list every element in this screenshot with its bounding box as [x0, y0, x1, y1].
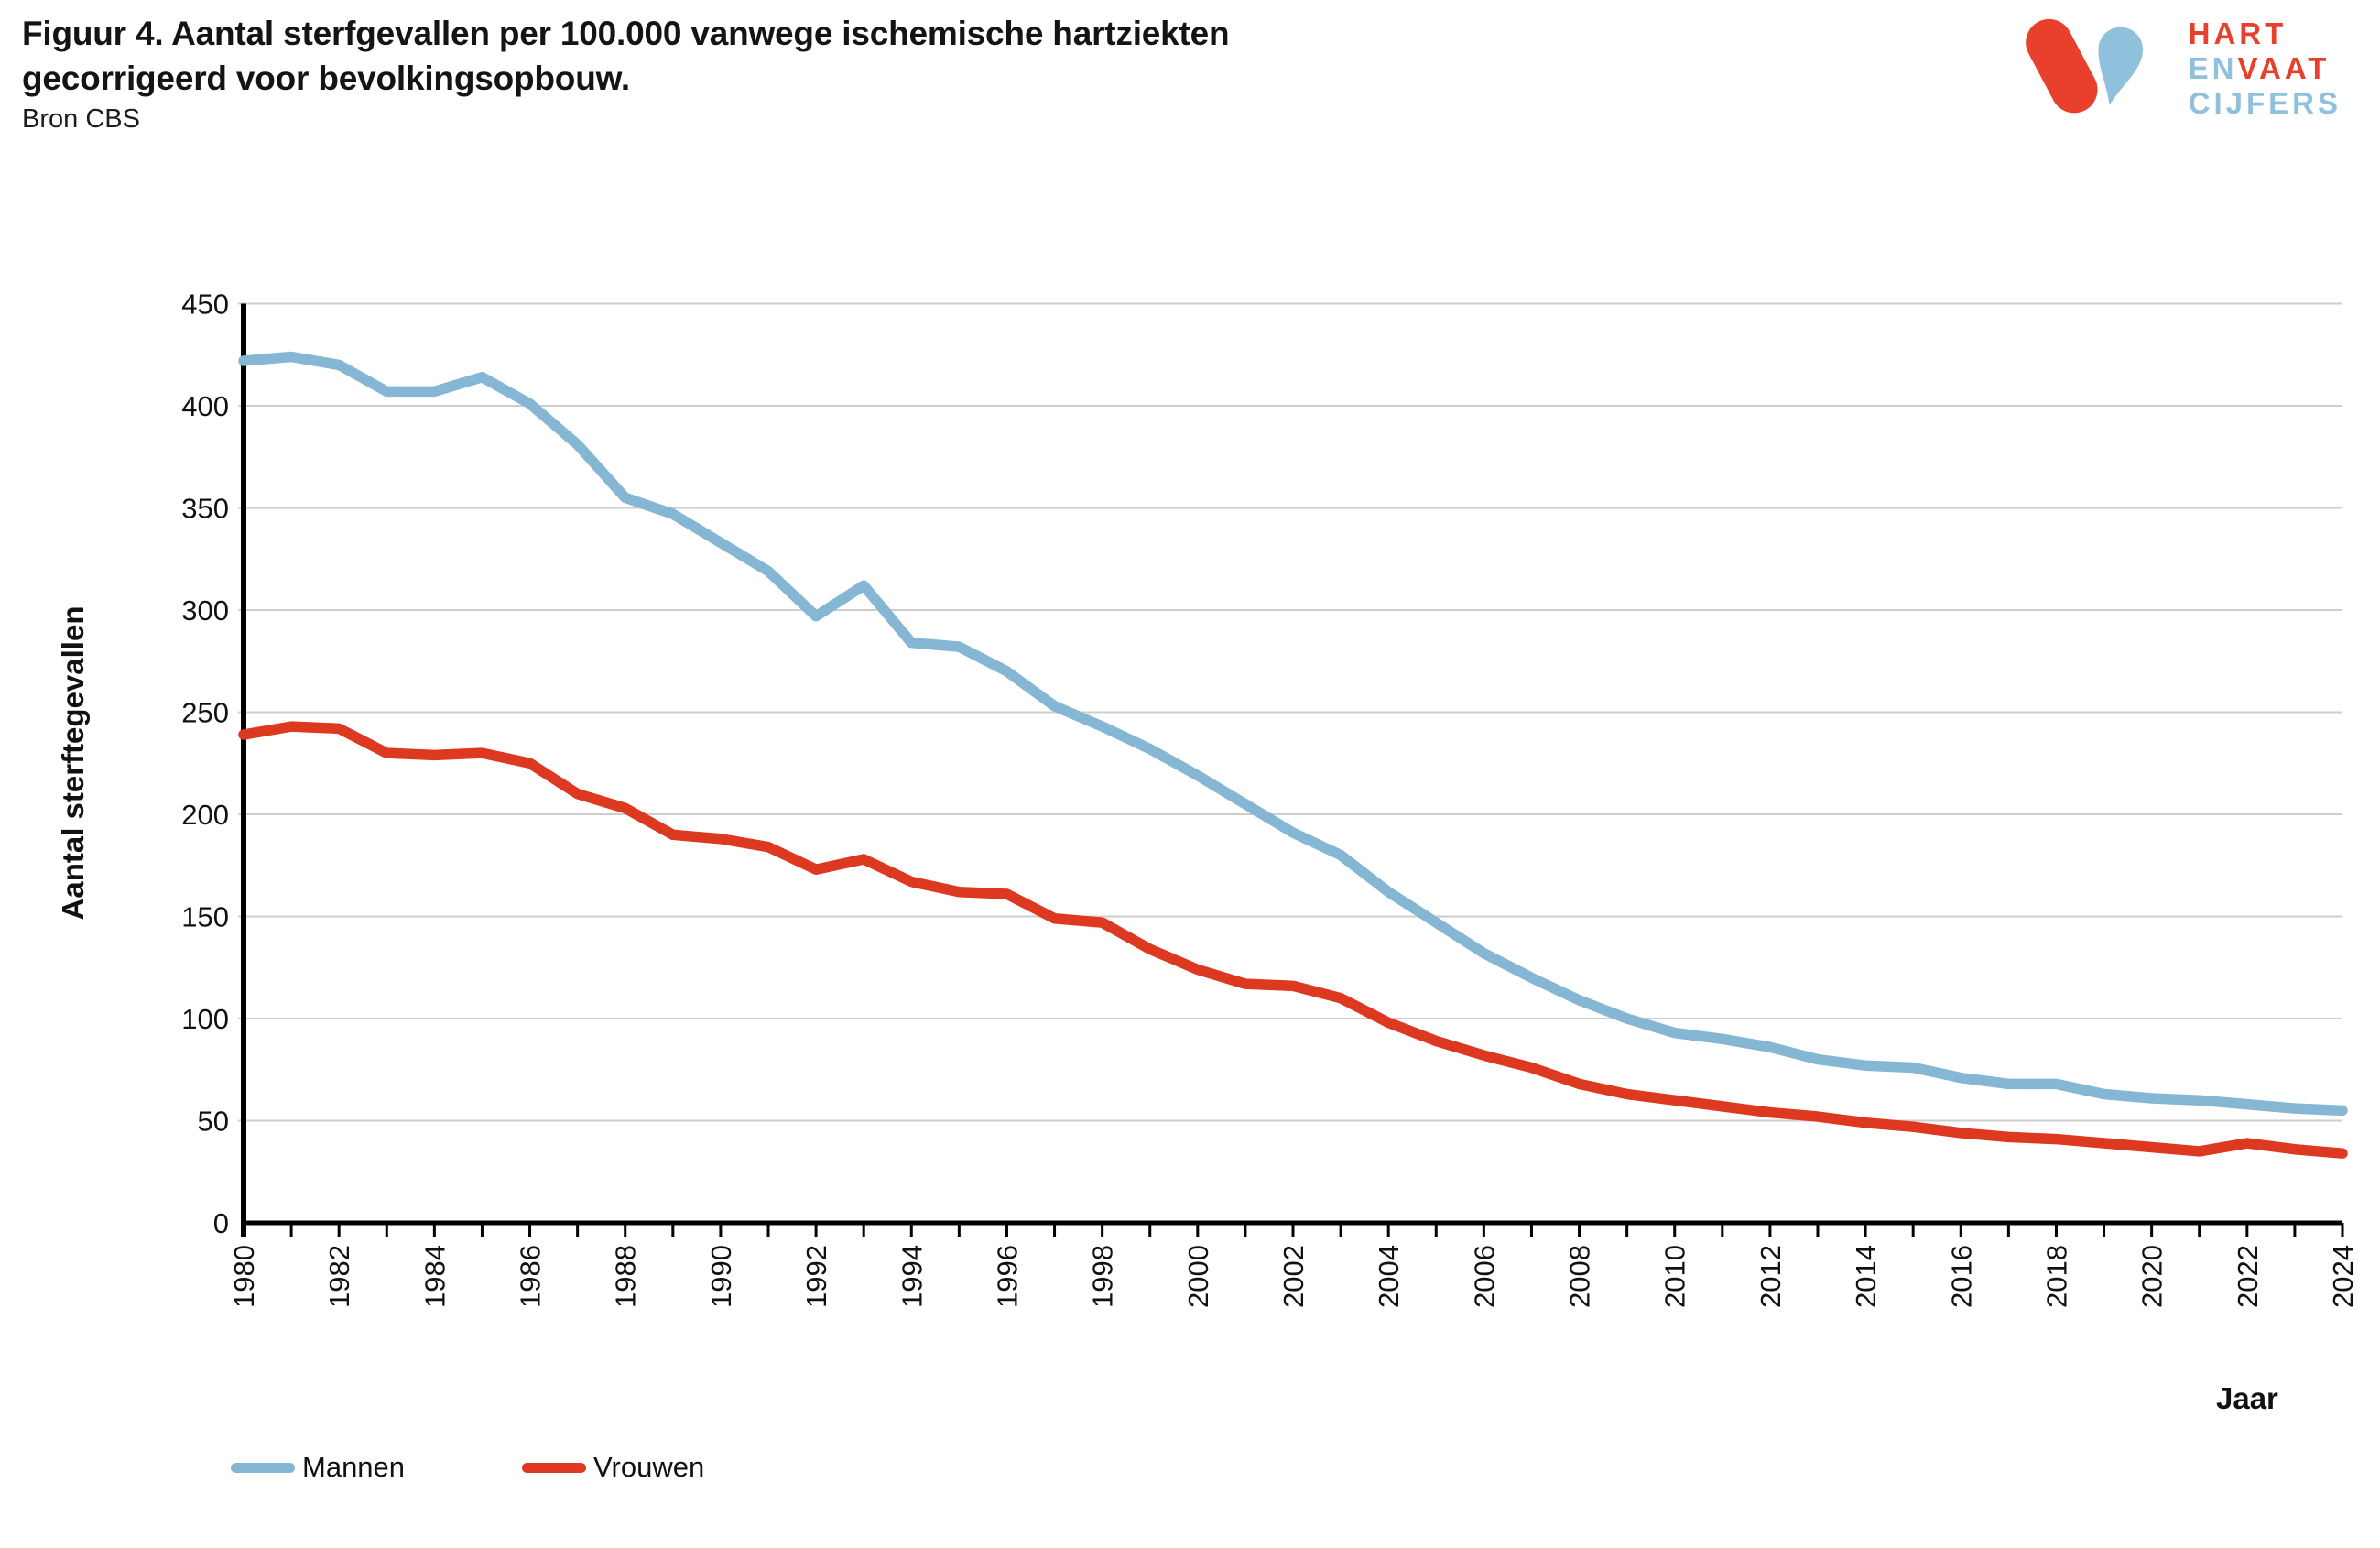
- x-axis-title: Jaar: [2216, 1381, 2278, 1415]
- x-tick-label: 2004: [1373, 1245, 1405, 1308]
- mannen-line-swatch-icon: [231, 1462, 295, 1473]
- y-tick-label: 200: [181, 799, 229, 831]
- logo-word-hart: HART: [2188, 16, 2288, 50]
- y-tick-label: 400: [181, 390, 229, 422]
- x-tick-label: 2006: [1468, 1245, 1500, 1308]
- x-tick-label: 1980: [228, 1245, 260, 1308]
- x-tick-label: 2014: [1850, 1245, 1882, 1308]
- vrouwen-line: [238, 721, 2348, 1159]
- x-tick-label: 2000: [1182, 1245, 1214, 1308]
- y-tick-label: 150: [181, 901, 229, 933]
- legend-item-vrouwen: Vrouwen: [522, 1451, 704, 1484]
- x-tick-label: 2020: [2136, 1245, 2168, 1308]
- logo-word-en: EN: [2188, 51, 2238, 85]
- x-tick-label: 2010: [1659, 1245, 1691, 1308]
- y-tick-label: 50: [198, 1106, 229, 1138]
- y-tick-label: 100: [181, 1003, 229, 1035]
- hartenvaatcijfers-logo: HART ENVAAT CIJFERS: [2018, 9, 2342, 132]
- mannen-line: [238, 351, 2348, 1117]
- figure-title: Figuur 4. Aantal sterfgevallen per 100.0…: [22, 15, 1230, 97]
- x-tick-label: 2018: [2040, 1245, 2072, 1308]
- legend-item-mannen: Mannen: [231, 1451, 405, 1484]
- x-tick-label: 1984: [418, 1245, 451, 1308]
- legend-label-mannen: Mannen: [302, 1451, 406, 1483]
- y-tick-label: 300: [181, 594, 229, 627]
- logo-word-cijfers: CIJFERS: [2188, 86, 2342, 120]
- x-tick-label: 2008: [1564, 1245, 1596, 1308]
- y-tick-label: 450: [181, 289, 229, 321]
- x-tick-label: 2012: [1755, 1245, 1787, 1308]
- logo-wordmark: HART ENVAAT CIJFERS: [2189, 16, 2342, 121]
- x-tick-label: 2016: [1945, 1245, 1977, 1308]
- x-tick-label: 1986: [515, 1245, 547, 1308]
- y-tick-label: 350: [181, 493, 229, 525]
- y-tick-label: 250: [181, 697, 229, 729]
- x-tick-label: 1994: [896, 1245, 928, 1308]
- x-tick-label: 2022: [2232, 1245, 2264, 1308]
- legend-label-vrouwen: Vrouwen: [593, 1451, 705, 1483]
- heart-logo-icon: [2025, 18, 2143, 114]
- source-note: Bron CBS: [22, 104, 140, 134]
- x-tick-label: 1992: [800, 1245, 832, 1308]
- x-tick-label: 1990: [705, 1245, 737, 1308]
- x-tick-label: 2024: [2327, 1245, 2359, 1308]
- x-tick-label: 1996: [991, 1245, 1023, 1308]
- x-tick-label: 2002: [1277, 1245, 1310, 1308]
- vrouwen-line-swatch-icon: [522, 1462, 587, 1473]
- x-tick-label: 1988: [610, 1245, 642, 1308]
- x-tick-label: 1998: [1087, 1245, 1119, 1308]
- y-tick-label: 0: [213, 1207, 229, 1239]
- chart-legend: Mannen Vrouwen: [231, 1451, 704, 1484]
- logo-word-vaat: VAAT: [2237, 51, 2331, 85]
- x-tick-label: 1982: [323, 1245, 355, 1308]
